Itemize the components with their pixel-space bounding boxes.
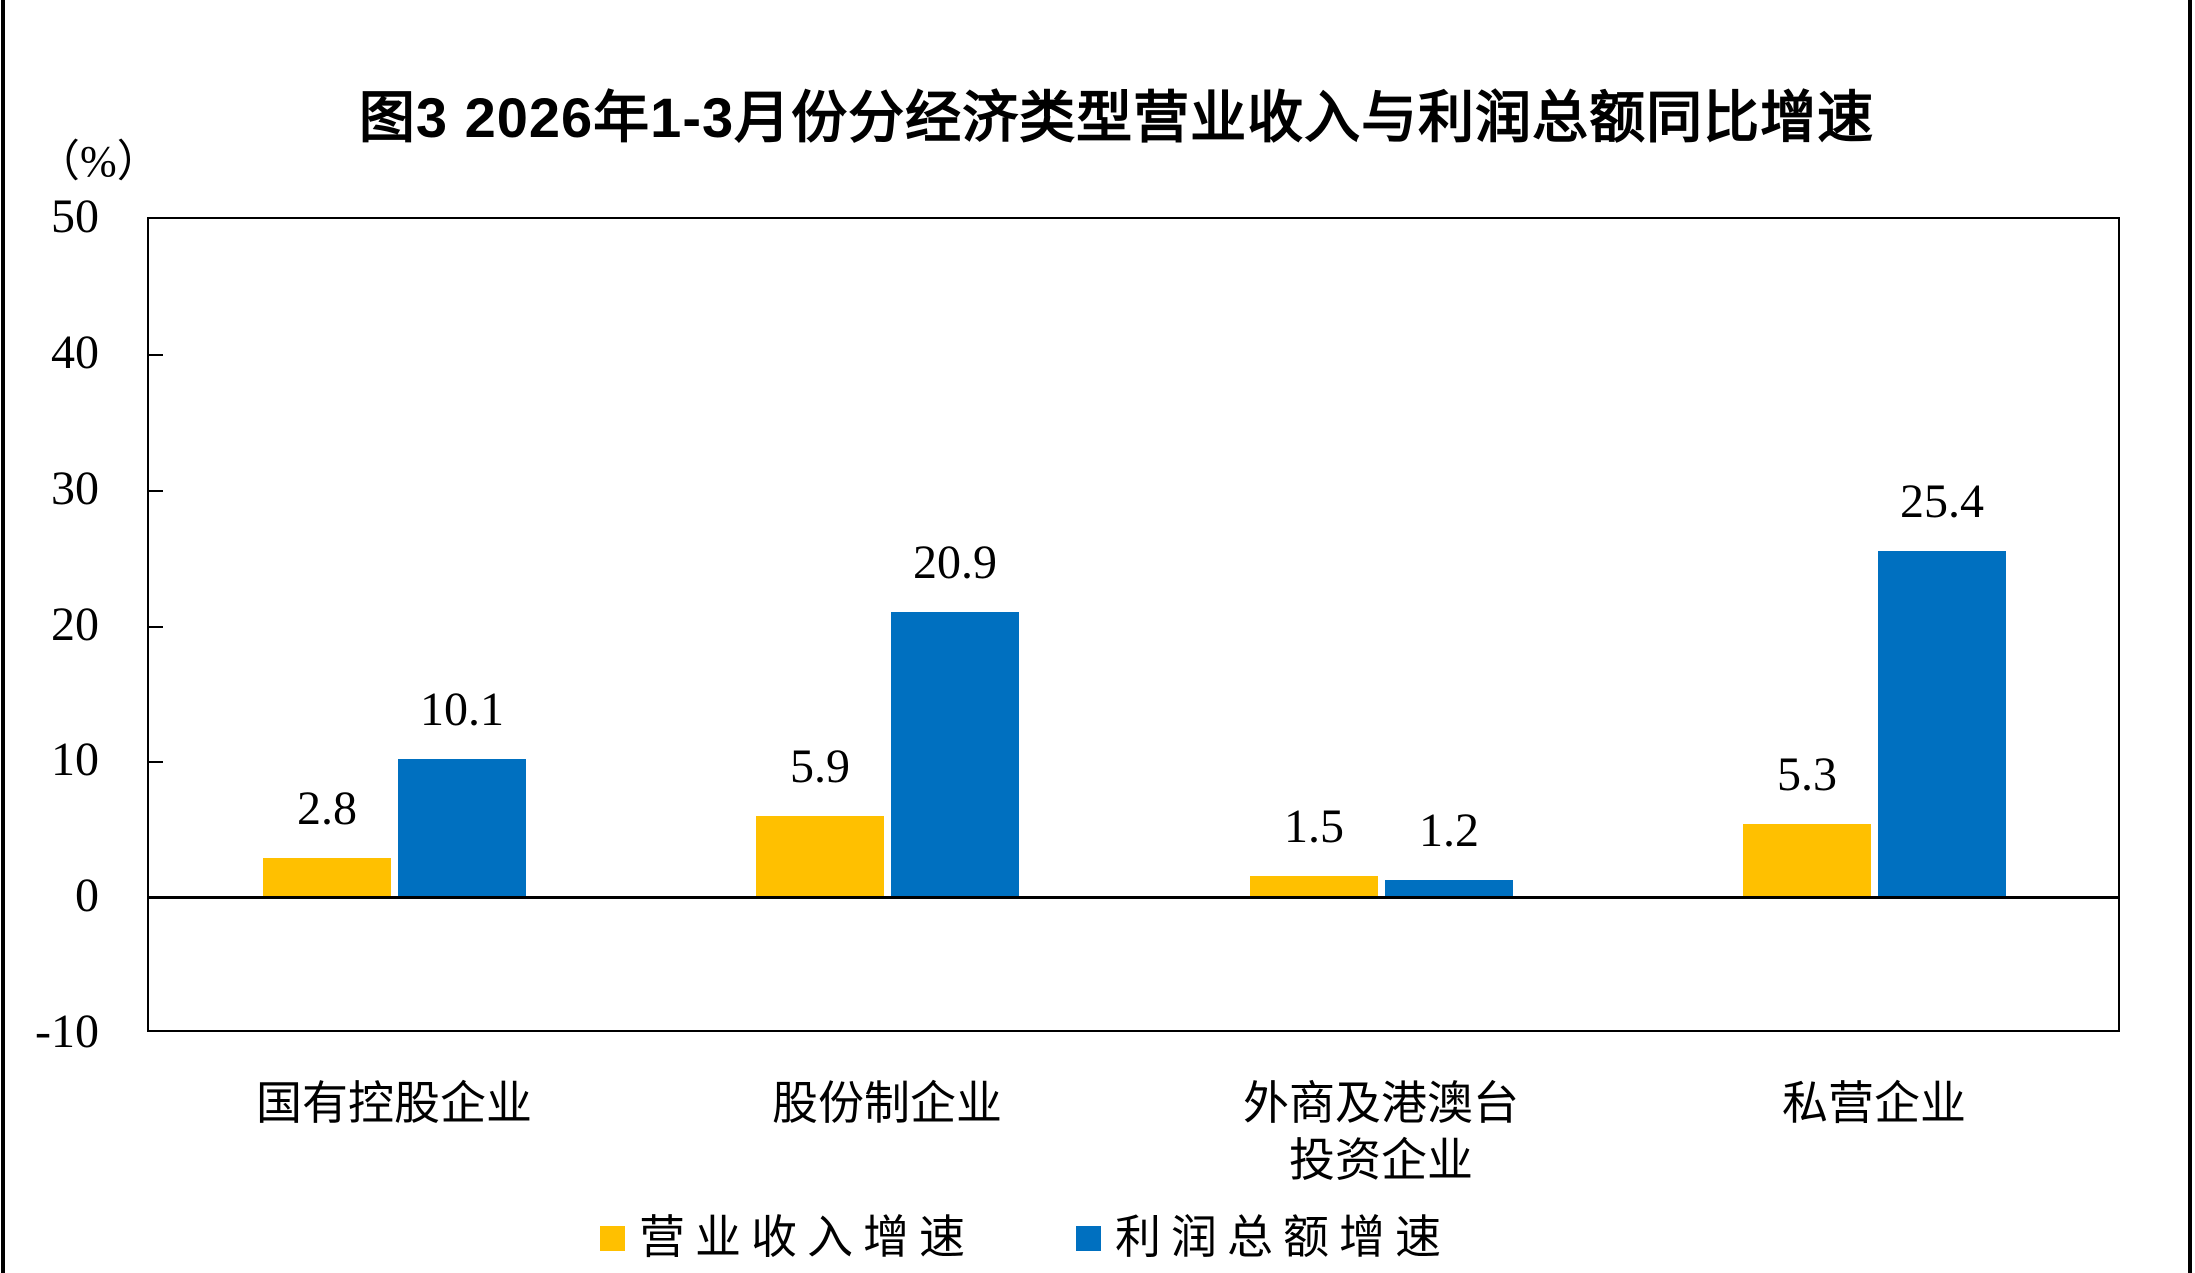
- y-tick-label: 50: [51, 190, 99, 243]
- legend-item-revenue: 营业收入增速: [600, 1208, 975, 1268]
- y-axis-unit-label: （%）: [36, 137, 161, 186]
- legend-swatch-profit: [1076, 1225, 1101, 1251]
- category-label-line: 私营企业: [1782, 1078, 1966, 1129]
- legend-label-revenue: 营业收入增速: [639, 1212, 975, 1263]
- y-tick-label: 30: [51, 462, 99, 515]
- legend-label-profit: 利润总额增速: [1115, 1212, 1451, 1263]
- legend-item-profit: 利润总额增速: [1076, 1208, 1451, 1268]
- revenue-growth-bar: [1250, 876, 1378, 896]
- y-tick-label: 10: [51, 733, 99, 786]
- category-label-state-owned: 国有控股企业: [147, 1075, 641, 1132]
- y-axis-tick: [149, 354, 163, 356]
- category-label-line: 投资企业: [1289, 1135, 1473, 1186]
- category-label-private: 私营企业: [1627, 1075, 2121, 1132]
- bar-value-label: 20.9: [913, 536, 997, 589]
- profit-growth-bar: [891, 612, 1019, 896]
- bar-group-private: 5.3 25.4: [1629, 219, 2122, 1030]
- y-tick-label: 20: [51, 598, 99, 651]
- y-axis-tick: [149, 626, 163, 628]
- profit-growth-bar: [398, 759, 526, 896]
- revenue-growth-bar: [1743, 824, 1871, 896]
- zero-axis-line: [149, 896, 2118, 899]
- bar-group-state-owned: 2.8 10.1: [149, 219, 642, 1030]
- category-label-foreign-invested: 外商及港澳台 投资企业: [1134, 1075, 1628, 1189]
- bar-group-foreign-invested: 1.5 1.2: [1136, 219, 1629, 1030]
- revenue-growth-bar: [756, 816, 884, 896]
- y-axis-tick: [149, 490, 163, 492]
- bar-value-label: 1.5: [1284, 800, 1344, 853]
- bar-value-label: 5.9: [790, 740, 850, 793]
- category-label-line: 国有控股企业: [256, 1078, 532, 1129]
- category-label-line: 外商及港澳台: [1243, 1078, 1519, 1129]
- bar-value-label: 5.3: [1777, 748, 1837, 801]
- page-right-border: [2188, 0, 2192, 1273]
- y-tick-label: 0: [75, 869, 99, 922]
- bar-value-label: 2.8: [297, 782, 357, 835]
- profit-growth-bar: [1878, 551, 2006, 896]
- revenue-growth-bar: [263, 858, 391, 896]
- plot-area: 2.8 10.1 5.9 20.9 1.5 1.2 5.3 25.4: [147, 217, 2120, 1032]
- bar-value-label: 25.4: [1900, 475, 1984, 528]
- bar-group-joint-stock: 5.9 20.9: [642, 219, 1135, 1030]
- profit-growth-bar: [1385, 880, 1513, 896]
- page-left-border: [1, 0, 5, 1273]
- category-label-joint-stock: 股份制企业: [640, 1075, 1134, 1132]
- legend-swatch-revenue: [600, 1225, 625, 1251]
- y-axis-tick: [149, 761, 163, 763]
- bar-value-label: 10.1: [420, 683, 504, 736]
- chart-title: 图3 2026年1-3月份分经济类型营业收入与利润总额同比增速: [358, 86, 1875, 149]
- y-tick-label: 40: [51, 326, 99, 379]
- y-tick-label: -10: [35, 1005, 99, 1058]
- category-label-line: 股份制企业: [772, 1078, 1002, 1129]
- bar-value-label: 1.2: [1419, 804, 1479, 857]
